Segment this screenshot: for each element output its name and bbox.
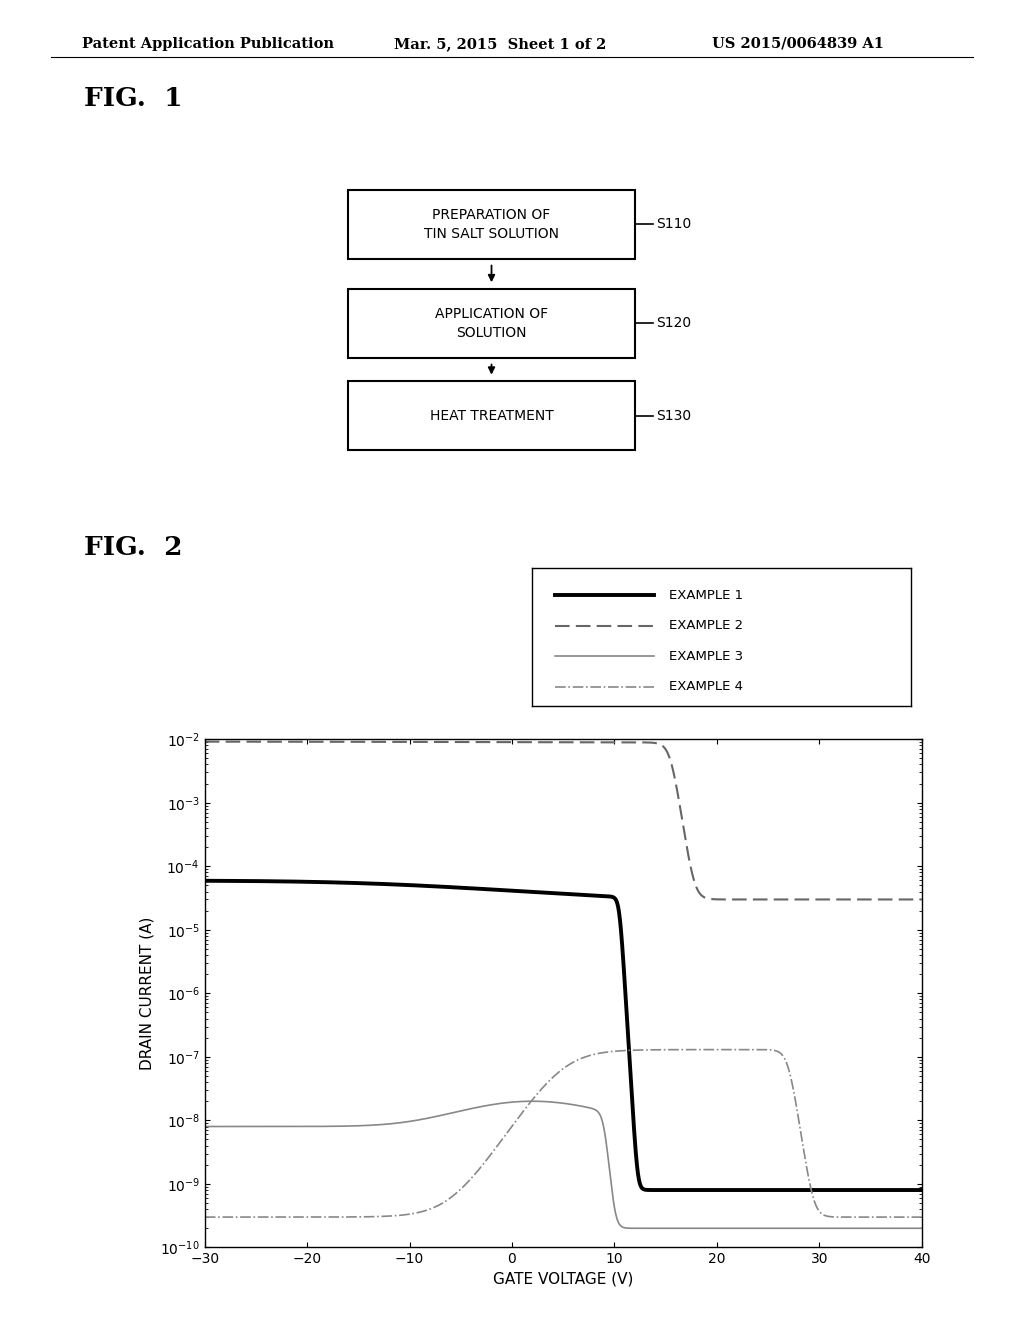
EXAMPLE 1 — [824, 1183, 837, 1199]
EXAMPLE 1 — [199, 873, 211, 888]
Text: FIG.  1: FIG. 1 — [84, 86, 182, 111]
Text: S110: S110 — [656, 218, 691, 231]
Text: APPLICATION OF
SOLUTION: APPLICATION OF SOLUTION — [435, 308, 548, 339]
EXAMPLE 3 — [323, 1118, 335, 1134]
EXAMPLE 4 — [505, 1119, 517, 1135]
Text: S120: S120 — [656, 317, 691, 330]
EXAMPLE 2 — [281, 734, 293, 750]
Line: EXAMPLE 2: EXAMPLE 2 — [205, 742, 922, 899]
EXAMPLE 3 — [902, 1221, 914, 1237]
EXAMPLE 4 — [473, 1160, 485, 1176]
EXAMPLE 3 — [281, 1118, 293, 1134]
EXAMPLE 4 — [915, 1209, 928, 1225]
X-axis label: GATE VOLTAGE (V): GATE VOLTAGE (V) — [493, 1271, 634, 1287]
Text: US 2015/0064839 A1: US 2015/0064839 A1 — [712, 37, 884, 51]
EXAMPLE 2 — [473, 734, 485, 750]
Text: HEAT TREATMENT: HEAT TREATMENT — [430, 409, 553, 422]
EXAMPLE 1 — [695, 1183, 708, 1199]
EXAMPLE 1 — [473, 880, 485, 896]
EXAMPLE 3 — [505, 1094, 517, 1110]
EXAMPLE 3 — [199, 1118, 211, 1134]
EXAMPLE 3 — [824, 1221, 837, 1237]
Line: EXAMPLE 4: EXAMPLE 4 — [205, 1049, 922, 1217]
EXAMPLE 2 — [824, 891, 837, 907]
Text: EXAMPLE 1: EXAMPLE 1 — [669, 589, 743, 602]
Text: EXAMPLE 2: EXAMPLE 2 — [669, 619, 743, 632]
EXAMPLE 2 — [505, 734, 517, 750]
Text: EXAMPLE 4: EXAMPLE 4 — [669, 680, 742, 693]
Text: PREPARATION OF
TIN SALT SOLUTION: PREPARATION OF TIN SALT SOLUTION — [424, 209, 559, 240]
EXAMPLE 1 — [901, 1183, 913, 1199]
EXAMPLE 4 — [323, 1209, 335, 1225]
EXAMPLE 3 — [702, 1221, 715, 1237]
EXAMPLE 2 — [323, 734, 335, 750]
EXAMPLE 1 — [915, 1183, 928, 1199]
EXAMPLE 1 — [505, 883, 517, 899]
EXAMPLE 4 — [199, 1209, 211, 1225]
Text: Patent Application Publication: Patent Application Publication — [82, 37, 334, 51]
EXAMPLE 4 — [736, 1041, 749, 1057]
EXAMPLE 2 — [915, 891, 928, 907]
EXAMPLE 2 — [199, 734, 211, 750]
Text: FIG.  2: FIG. 2 — [84, 535, 182, 560]
Text: S130: S130 — [656, 409, 691, 422]
Y-axis label: DRAIN CURRENT (A): DRAIN CURRENT (A) — [139, 916, 155, 1071]
EXAMPLE 3 — [915, 1221, 928, 1237]
EXAMPLE 4 — [824, 1209, 837, 1225]
Line: EXAMPLE 1: EXAMPLE 1 — [205, 880, 922, 1191]
EXAMPLE 3 — [473, 1100, 485, 1115]
EXAMPLE 4 — [901, 1209, 913, 1225]
Text: EXAMPLE 3: EXAMPLE 3 — [669, 649, 743, 663]
EXAMPLE 3 — [526, 1093, 539, 1109]
EXAMPLE 2 — [901, 891, 913, 907]
EXAMPLE 1 — [281, 874, 293, 890]
EXAMPLE 2 — [841, 891, 853, 907]
Line: EXAMPLE 3: EXAMPLE 3 — [205, 1101, 922, 1229]
Text: Mar. 5, 2015  Sheet 1 of 2: Mar. 5, 2015 Sheet 1 of 2 — [394, 37, 606, 51]
EXAMPLE 1 — [323, 874, 335, 890]
EXAMPLE 4 — [281, 1209, 293, 1225]
